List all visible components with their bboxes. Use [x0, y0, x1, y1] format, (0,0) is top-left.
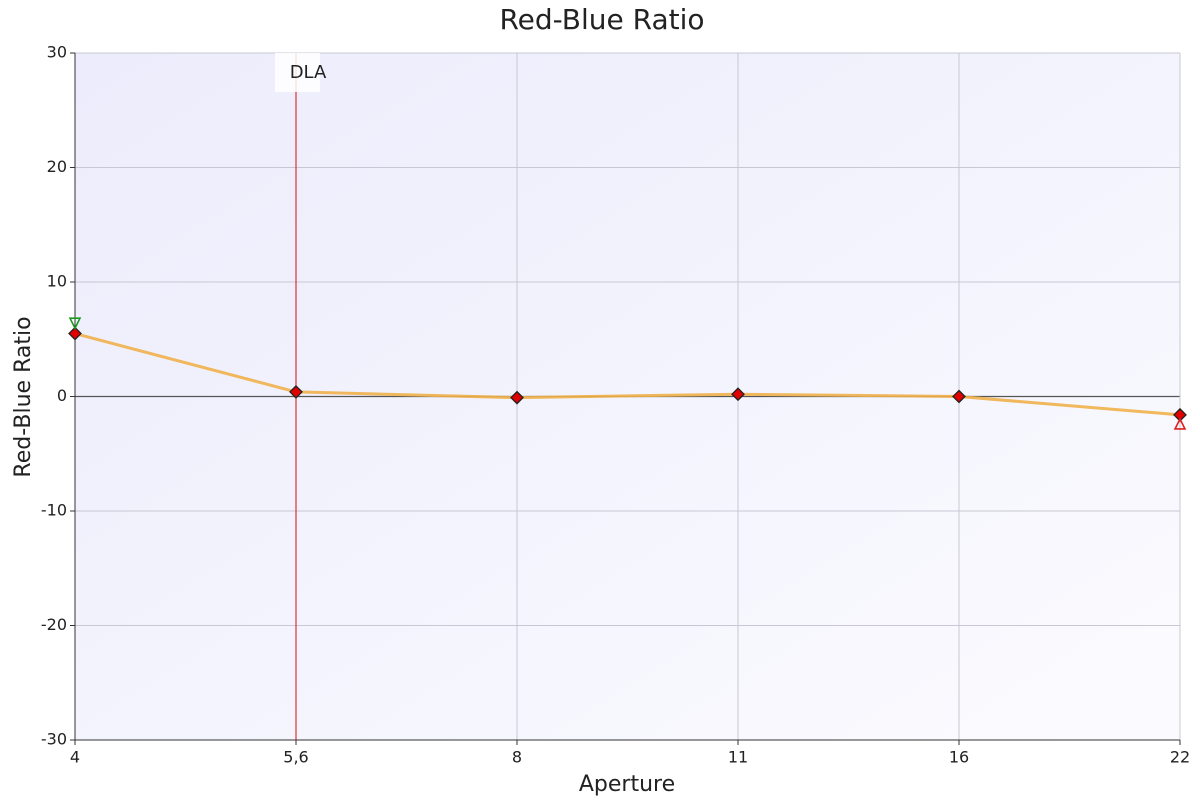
x-tick-label: 8	[512, 748, 522, 767]
x-axis-label: Aperture	[579, 772, 675, 797]
y-tick-label: 20	[47, 157, 67, 176]
data-line	[74, 332, 1181, 417]
x-tick-label: 11	[728, 748, 748, 767]
extreme-marker	[1173, 417, 1187, 430]
y-tick-label: 0	[57, 386, 67, 405]
data-point	[510, 390, 524, 405]
y-tick-label: -30	[41, 730, 67, 749]
x-tick-label: 16	[949, 748, 969, 767]
data-point	[952, 389, 966, 404]
y-tick-label: -10	[41, 501, 67, 520]
y-tick-label: 10	[47, 272, 67, 291]
annotation-label: DLA	[290, 62, 327, 83]
data-point	[68, 326, 82, 341]
chart-title: Red-Blue Ratio	[499, 3, 704, 36]
extreme-marker	[68, 317, 82, 331]
annotation-box	[275, 53, 320, 92]
x-tick-label: 4	[70, 748, 80, 767]
data-point	[289, 385, 303, 399]
data-point	[731, 387, 745, 402]
y-tick-label: -20	[41, 615, 67, 634]
y-axis-label: Red-Blue Ratio	[11, 316, 36, 477]
data-point	[1173, 407, 1187, 422]
x-tick-label: 5,6	[283, 748, 308, 767]
x-tick-label: 22	[1170, 748, 1190, 767]
y-tick-label: 30	[47, 43, 67, 62]
